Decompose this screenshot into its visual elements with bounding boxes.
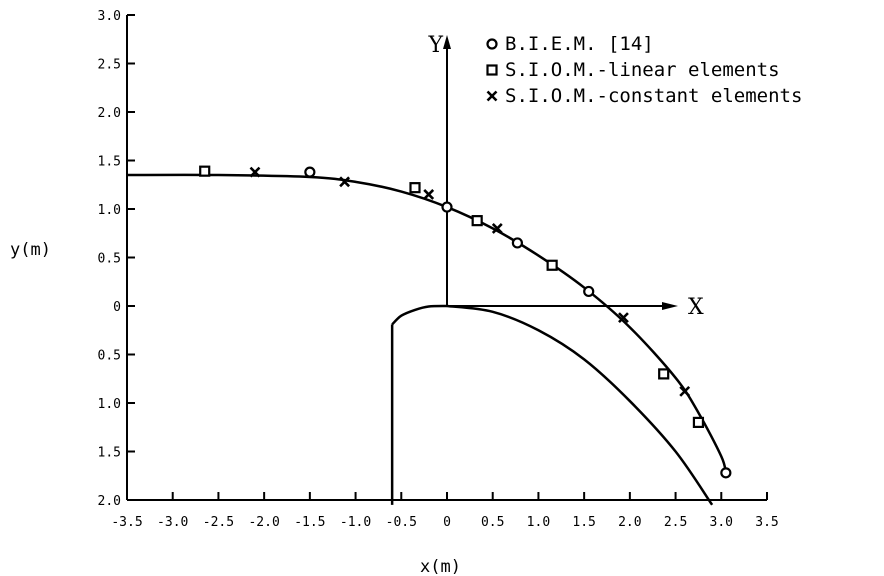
legend-entry: S.I.O.M.-linear elements [505, 59, 780, 81]
legend-circle-icon [486, 38, 498, 50]
x-ticks: -3.5 -3.0 -2.5 -2.0 -1.5 -1.0 -0.5 0 0.5 1.0 1.5 2.… [111, 492, 779, 530]
square-marker [471, 215, 483, 227]
x-tick-label: -1.5 [294, 515, 325, 530]
y-ticks: 3.0 2.5 2.0 1.5 1.0 0.5 0 0.5 1.0 1.5 2.0 [98, 9, 135, 509]
circle-marker [720, 467, 732, 479]
y-tick-label: 1.0 [98, 397, 121, 412]
y-tick-label: 1.5 [98, 446, 121, 461]
y-tick-label: 3.0 [98, 9, 121, 24]
x-tick-label: 2.5 [664, 515, 687, 530]
x-tick-label: 1.0 [527, 515, 550, 530]
cross-marker [339, 176, 351, 188]
legend: B.I.E.M. [14] S.I.O.M.-linear elements S.I… [486, 33, 802, 107]
free-surface-curve [126, 173, 728, 474]
x-arrowhead-icon [662, 302, 678, 310]
x-tick-label: 1.5 [572, 515, 595, 530]
square-marker [199, 165, 211, 177]
circle-marker [511, 237, 524, 249]
legend-entry: B.I.E.M. [14] [505, 33, 654, 55]
x-tick-label: -2.0 [248, 515, 279, 530]
square-marker [692, 416, 705, 428]
square-marker [546, 259, 558, 271]
cross-marker [491, 222, 503, 234]
x-coordinate-label: X [688, 295, 704, 320]
x-tick-label: -3.5 [111, 515, 142, 530]
square-marker [658, 368, 670, 380]
y-tick-label: 1.5 [98, 155, 121, 170]
circle-marker [304, 166, 316, 178]
y-axis-title: y(m) [10, 240, 51, 260]
markers [199, 165, 732, 479]
y-tick-label: 1.0 [98, 203, 121, 218]
x-tick-label: -0.5 [386, 515, 417, 530]
body-upper-curve [391, 304, 448, 326]
x-tick-label: -2.5 [203, 515, 234, 530]
y-coordinate-label: Y [427, 33, 443, 58]
cross-marker [679, 385, 691, 397]
circle-marker [583, 285, 595, 298]
x-tick-label: 3.5 [755, 515, 778, 530]
body-lower-curve [446, 304, 714, 506]
x-tick-label: -3.0 [157, 515, 188, 530]
x-axis-title: x(m) [420, 557, 461, 576]
circle-marker [441, 201, 453, 213]
y-tick-label: 0 [113, 300, 121, 315]
x-tick-label: -1.0 [340, 515, 371, 530]
legend-cross-icon [486, 90, 498, 102]
square-marker [409, 182, 421, 194]
x-tick-label: 0 [443, 515, 451, 530]
x-tick-label: 2.0 [618, 515, 641, 530]
legend-square-icon [486, 64, 498, 76]
cross-marker [423, 189, 435, 200]
y-tick-label: 2.0 [98, 106, 121, 121]
y-arrowhead-icon [443, 35, 451, 49]
curves [126, 173, 728, 506]
cross-marker [249, 166, 261, 178]
coordinate-axes: YX [427, 33, 704, 320]
x-tick-label: 0.5 [481, 515, 504, 530]
y-tick-label: 0.5 [98, 349, 121, 364]
cross-marker [618, 312, 629, 324]
y-tick-label: 0.5 [98, 252, 121, 267]
y-tick-label: 2.5 [98, 58, 121, 73]
x-tick-label: 3.0 [710, 515, 733, 530]
legend-entry: S.I.O.M.-constant elements [505, 85, 802, 107]
y-tick-label: 2.0 [98, 494, 121, 509]
